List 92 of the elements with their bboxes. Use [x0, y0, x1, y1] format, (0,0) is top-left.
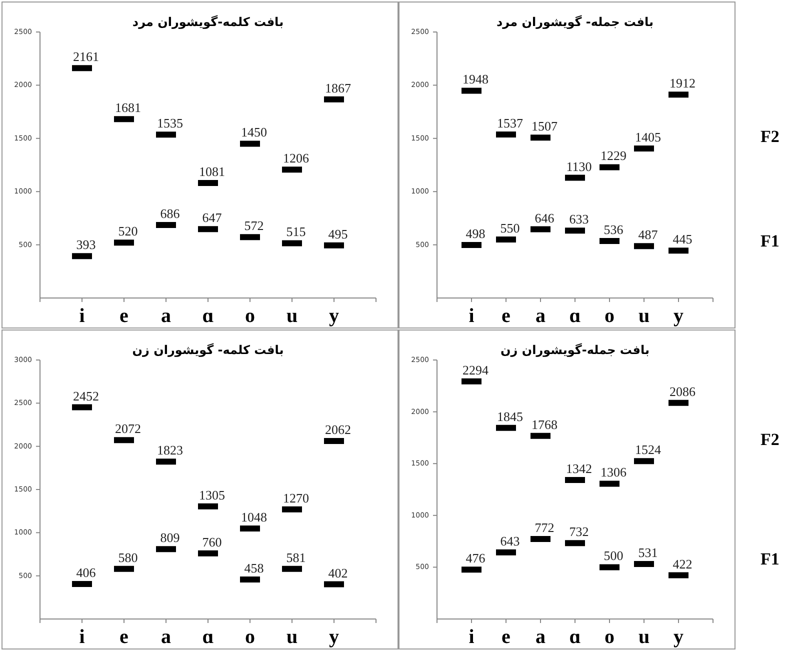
data-label: 1912 [670, 76, 696, 91]
data-label: 1537 [497, 115, 524, 130]
data-label: 809 [160, 530, 180, 546]
x-tick-label: ɑ [569, 305, 582, 327]
text: F1 [760, 550, 780, 569]
data-label: 1948 [462, 72, 488, 87]
data-label: 1405 [635, 130, 661, 145]
data-label: 633 [569, 212, 589, 227]
data-label: 495 [328, 226, 348, 242]
data-label: 520 [118, 224, 138, 239]
x-tick-label: a [161, 626, 171, 648]
data-label: 760 [202, 534, 222, 550]
x-tick-label: o [245, 626, 255, 648]
data-label: 2062 [325, 422, 351, 437]
data-label: 686 [160, 206, 180, 222]
x-tick-label: u [638, 626, 650, 648]
data-label: 2072 [115, 421, 141, 436]
x-tick-label: y [329, 305, 339, 327]
data-label: 2452 [73, 388, 99, 404]
data-label: 1270 [283, 490, 309, 506]
data-label: 1081 [199, 164, 225, 179]
x-tick-label: e [120, 626, 129, 648]
data-label: 2161 [73, 49, 99, 64]
data-label: 580 [118, 550, 138, 565]
x-tick-label: e [120, 305, 129, 327]
data-label: 1768 [532, 416, 558, 432]
data-label: 1306 [600, 464, 627, 480]
x-tick-label: ɑ [569, 626, 582, 648]
data-label: 393 [76, 237, 96, 252]
data-label: 550 [500, 220, 520, 236]
data-label: 772 [534, 520, 554, 536]
data-label: 643 [500, 533, 520, 548]
data-label: 1206 [283, 150, 310, 166]
x-tick-label: a [536, 626, 546, 648]
x-tick-label: e [502, 626, 511, 648]
data-label: 487 [638, 227, 658, 242]
data-label: 647 [202, 210, 222, 226]
data-label: 2294 [462, 362, 489, 378]
chart-title: بافت کلمه-گویشوران مرد [132, 15, 284, 29]
data-label: 531 [638, 544, 658, 560]
data-label: 1845 [497, 408, 523, 424]
data-label: 572 [244, 218, 264, 234]
chart-title: بافت کلمه- گویشوران زن [132, 343, 284, 357]
data-label: 1507 [532, 118, 558, 134]
data-label: 1342 [566, 460, 592, 476]
x-tick-label: y [674, 626, 684, 648]
x-tick-label: u [286, 626, 298, 648]
data-label: 1450 [241, 124, 267, 140]
data-label: 1535 [157, 116, 183, 131]
x-tick-label: ɑ [202, 305, 214, 327]
data-label: 1229 [600, 148, 626, 164]
x-tick-label: o [604, 626, 614, 648]
data-label: 581 [286, 550, 306, 565]
x-tick-label: ɑ [202, 626, 214, 648]
data-label: 515 [286, 224, 306, 240]
text: F2 [760, 126, 780, 146]
data-label: 1130 [566, 158, 592, 174]
data-label: 646 [534, 210, 555, 226]
data-label: 476 [466, 550, 486, 566]
data-label: 458 [244, 560, 264, 576]
x-tick-label: a [161, 305, 171, 327]
x-tick-label: e [502, 305, 511, 327]
x-tick-label: u [286, 305, 298, 327]
chart-title: بافت جمله-گویشوران زن [500, 343, 650, 357]
x-tick-label: i [468, 305, 475, 327]
data-label: 402 [328, 565, 348, 580]
data-label: 1048 [241, 510, 267, 525]
data-label: 2086 [670, 384, 696, 399]
data-label: 1867 [325, 80, 352, 96]
data-label: 1681 [115, 100, 141, 116]
x-tick-label: y [674, 305, 684, 327]
data-label: 536 [604, 222, 624, 237]
data-label: 445 [672, 232, 692, 247]
data-label: 1305 [199, 487, 225, 502]
text: F2 [760, 430, 780, 449]
x-tick-label: o [245, 305, 255, 327]
x-tick-label: u [638, 305, 650, 327]
data-label: 406 [76, 564, 96, 580]
x-tick-label: o [604, 305, 614, 327]
x-tick-label: i [79, 626, 86, 648]
data-label: 422 [672, 556, 692, 572]
x-tick-label: i [79, 305, 86, 327]
text: F1 [760, 231, 780, 250]
data-label: 500 [604, 548, 624, 564]
data-label: 732 [569, 524, 589, 540]
x-tick-label: y [329, 626, 339, 648]
chart-title: بافت جمله- گویشوران مرد [496, 15, 654, 29]
data-label: 1823 [157, 442, 183, 458]
data-label: 1524 [635, 442, 662, 458]
x-tick-label: i [468, 626, 475, 648]
data-label: 498 [466, 226, 486, 242]
x-tick-label: a [536, 305, 546, 327]
